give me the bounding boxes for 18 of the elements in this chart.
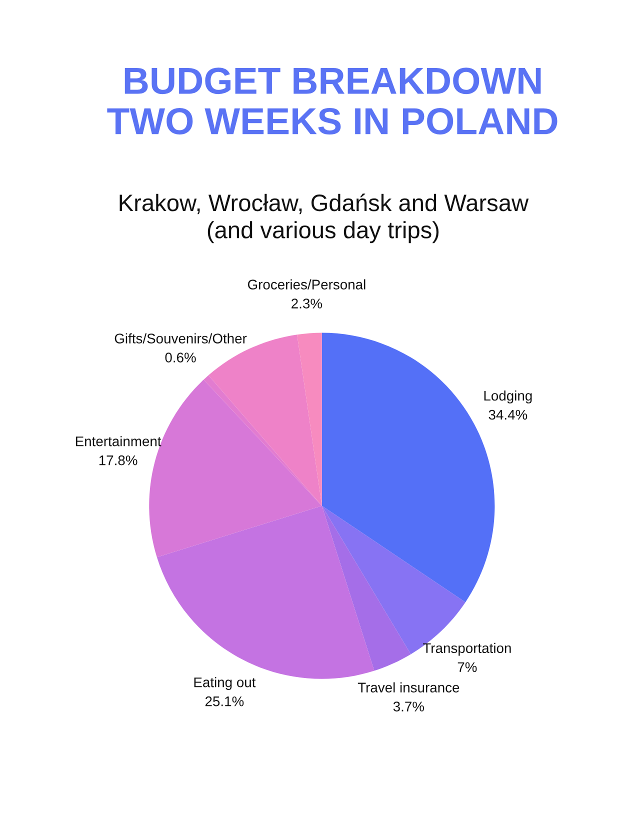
data-label: 0.6%	[165, 352, 196, 362]
slice-label: Entertainment	[76, 436, 162, 446]
slice-label: Gifts/Souvenirs/Other	[114, 333, 247, 344]
slice-label: Lodging	[484, 390, 532, 404]
data-label: 2.3%	[292, 298, 322, 308]
pie-slice	[322, 506, 411, 671]
pie-slice	[156, 506, 374, 679]
data-label: 25.1%	[205, 696, 244, 706]
data-label: 7%	[458, 662, 477, 672]
data-label: 34.4%	[488, 410, 528, 420]
slice-label: Travel insurance	[358, 682, 460, 692]
slice-label: Eating out	[194, 677, 256, 690]
chart-title: BUDGET BREAKDOWN TWO WEEKS IN POLAND	[107, 68, 558, 135]
data-label: 3.7%	[393, 702, 424, 712]
data-label: 17.8%	[99, 455, 138, 466]
chart-subtitle: Krakow, Wrocław, Gdańsk and Warsaw (and various day trips)	[120, 194, 529, 244]
slice-label: Groceries/Personal	[248, 279, 366, 290]
slice-label: Transportation	[422, 642, 511, 656]
